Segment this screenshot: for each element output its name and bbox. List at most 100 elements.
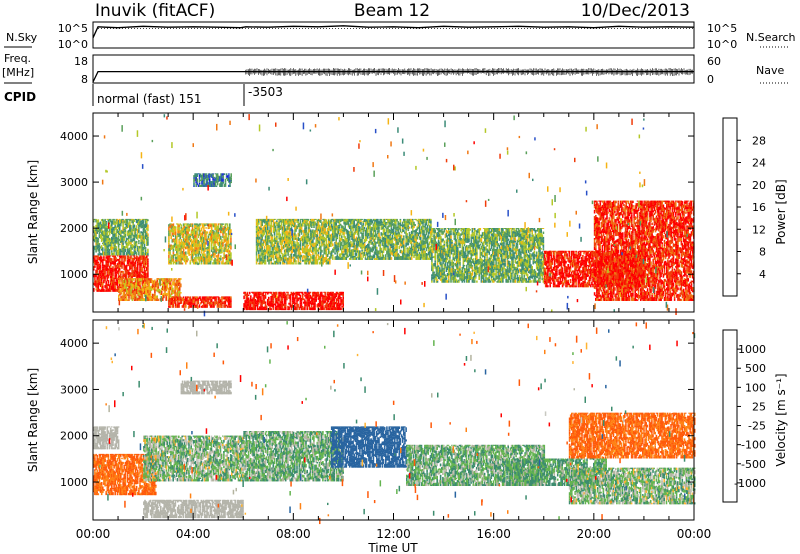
scatter-cell xyxy=(205,261,207,263)
scatter-cell xyxy=(192,239,195,243)
scatter-cell xyxy=(130,283,132,287)
scatter-cell xyxy=(208,301,211,306)
scatter-cell xyxy=(204,253,206,257)
scatter-cell xyxy=(93,256,95,260)
scatter-cell xyxy=(218,244,221,246)
scatter-cell xyxy=(201,306,204,308)
scatter-cell xyxy=(135,225,138,229)
scatter-cell xyxy=(106,283,109,287)
scatter-cell xyxy=(147,264,149,268)
scatter-cell xyxy=(100,245,103,249)
scatter-cell xyxy=(188,236,190,241)
scatter-cell xyxy=(203,258,205,262)
scatter-cell xyxy=(109,227,112,230)
scatter-cell xyxy=(172,301,175,304)
scatter-cell xyxy=(127,233,130,236)
scatter-cell xyxy=(122,288,125,290)
scatter-cell xyxy=(136,263,139,267)
scatter-cell xyxy=(216,242,219,245)
scatter-cell xyxy=(314,305,316,308)
scatter-cell xyxy=(105,249,107,252)
scatter-cell xyxy=(224,235,227,239)
scatter-cell xyxy=(140,256,142,260)
scatter-cell xyxy=(126,242,129,247)
scatter-cell xyxy=(185,246,187,250)
scatter-cell xyxy=(114,233,116,237)
scatter-cell xyxy=(258,234,260,237)
scatter-cell xyxy=(98,247,101,252)
scatter-cell xyxy=(127,290,129,295)
scatter-cell xyxy=(208,223,211,226)
scatter-cell xyxy=(229,254,231,257)
scatter-cell xyxy=(171,254,174,258)
scatter-cell xyxy=(124,286,127,289)
scatter-cell xyxy=(203,253,205,257)
scatter-cell xyxy=(150,281,153,284)
scatter-cell xyxy=(243,295,245,300)
scatter-cell xyxy=(173,296,176,299)
scatter-cell xyxy=(114,271,116,275)
scatter-cell xyxy=(194,296,196,298)
scatter-cell xyxy=(104,220,106,224)
scatter-cell xyxy=(132,253,134,256)
scatter-cell xyxy=(214,247,216,250)
scatter-cell xyxy=(176,279,179,282)
scatter-cell xyxy=(98,288,101,292)
scatter-cell xyxy=(204,242,206,245)
scatter-cell xyxy=(315,298,317,300)
scatter-cell xyxy=(139,271,141,275)
scatter-cell xyxy=(224,226,227,230)
scatter-cell xyxy=(189,223,192,227)
scatter-cell xyxy=(223,239,225,243)
scatter-cell xyxy=(117,247,120,252)
scatter-cell xyxy=(138,291,140,296)
scatter-cell xyxy=(198,259,201,263)
scatter-cell xyxy=(144,256,147,261)
scatter-cell xyxy=(186,296,188,298)
scatter-cell xyxy=(130,297,132,300)
scatter-cell xyxy=(220,228,222,230)
scatter-cell xyxy=(190,301,193,305)
scatter-cell xyxy=(177,294,180,298)
scatter-cell xyxy=(104,267,106,271)
scatter-cell xyxy=(185,304,187,308)
scatter-cell xyxy=(135,273,138,278)
scatter-cell xyxy=(113,243,115,247)
scatter-cell xyxy=(336,237,339,240)
scatter-cell xyxy=(386,223,388,225)
scatter-cell xyxy=(123,291,126,295)
scatter-cell xyxy=(105,229,107,232)
scatter-cell xyxy=(141,291,144,293)
scatter-cell xyxy=(174,242,177,246)
scatter-cell xyxy=(102,288,104,292)
scatter-cell xyxy=(230,235,232,238)
scatter-cell xyxy=(205,173,208,175)
scatter-cell xyxy=(188,300,190,302)
scatter-cell xyxy=(139,262,141,265)
scatter-cell xyxy=(306,307,308,311)
scatter-cell xyxy=(174,228,177,232)
scatter-cell xyxy=(168,226,170,231)
scatter-cell xyxy=(142,250,145,252)
scatter-cell xyxy=(174,231,177,236)
scatter-cell xyxy=(214,235,216,239)
scatter-cell xyxy=(129,249,131,254)
scatter-cell xyxy=(222,296,224,298)
scatter-cell xyxy=(127,258,130,263)
scatter-cell xyxy=(195,254,197,257)
scatter-cell xyxy=(169,278,172,280)
scatter-cell xyxy=(217,225,220,229)
scatter-cell xyxy=(217,296,220,299)
scatter-cell xyxy=(105,255,107,257)
scatter-cell xyxy=(142,227,145,231)
scatter-cell xyxy=(178,240,180,244)
scatter-cell xyxy=(315,300,317,302)
scatter-cell xyxy=(106,227,109,230)
scatter-cell xyxy=(210,237,213,241)
scatter-cell xyxy=(124,255,127,257)
scatter-cell xyxy=(198,250,201,255)
scatter-cell xyxy=(204,297,206,301)
scatter-cell xyxy=(214,223,216,225)
scatter-cell xyxy=(116,286,119,288)
cpid-label: CPID xyxy=(4,90,36,104)
